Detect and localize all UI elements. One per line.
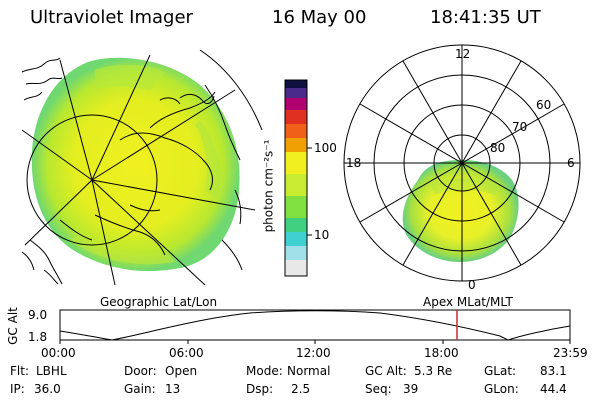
mlt-label-12: 12 [455,47,471,61]
colorbar-tick-10: 10 [314,228,330,242]
geographic-projection-label: Geographic Lat/Lon [100,295,218,309]
filter-value: LBHL [36,364,67,378]
time-label: 18:41:35 UT [430,7,541,28]
gc-alt-value: 5.3 Re [414,364,453,378]
time-tick-0000: 00:00 [41,346,76,360]
color-bar [284,79,312,277]
date-label: 16 May 00 [272,7,367,28]
altitude-ytick-low: 1.8 [28,330,48,344]
glat-label: GLat: [484,364,517,378]
orbit-altitude-curve [59,310,571,341]
time-tick-0600: 06:00 [169,346,204,360]
gain-value: 13 [165,382,181,396]
ip-label: IP: [10,382,25,396]
instrument-title: Ultraviolet Imager [30,7,193,28]
time-tick-1200: 12:00 [296,346,331,360]
mlat-label-80: 80 [490,141,506,155]
gc-alt-label: GC Alt: [365,364,407,378]
seq-label: Seq: [365,382,392,396]
geographic-map [21,50,263,285]
mlt-label-18: 18 [346,156,362,170]
colorbar-tick-100: 100 [314,141,337,155]
dsp-value: 2.5 [291,382,311,396]
glon-value: 44.4 [540,382,567,396]
colorbar-unit-label: photon cm⁻²s⁻¹ [261,139,276,233]
ip-value: 36.0 [34,382,61,396]
apex-coordinate-label: Apex MLat/MLT [423,295,513,309]
polar-plot [343,44,581,282]
mode-label: Mode: [246,364,283,378]
mlat-label-60: 60 [536,98,552,112]
dsp-label: Dsp: [246,382,274,396]
glon-label: GLon: [484,382,519,396]
altitude-ytick-high: 9.0 [28,308,48,322]
mlt-label-6: 6 [567,156,575,170]
door-label: Door: [124,364,157,378]
gain-label: Gain: [124,382,156,396]
mlt-label-0: 0 [468,278,476,292]
time-tick-1800: 18:00 [424,346,459,360]
seq-value: 39 [403,382,419,396]
auroral-image-geographic [31,57,240,272]
auroral-oval [402,160,519,262]
door-value: Open [165,364,198,378]
mode-value: Normal [287,364,331,378]
altitude-plot [59,309,571,344]
filter-label: Flt: [10,364,29,378]
mlat-label-70: 70 [512,120,528,134]
time-tick-2359: 23:59 [553,346,588,360]
glat-value: 83.1 [540,364,567,378]
altitude-axis-label: GC Alt [5,307,20,345]
